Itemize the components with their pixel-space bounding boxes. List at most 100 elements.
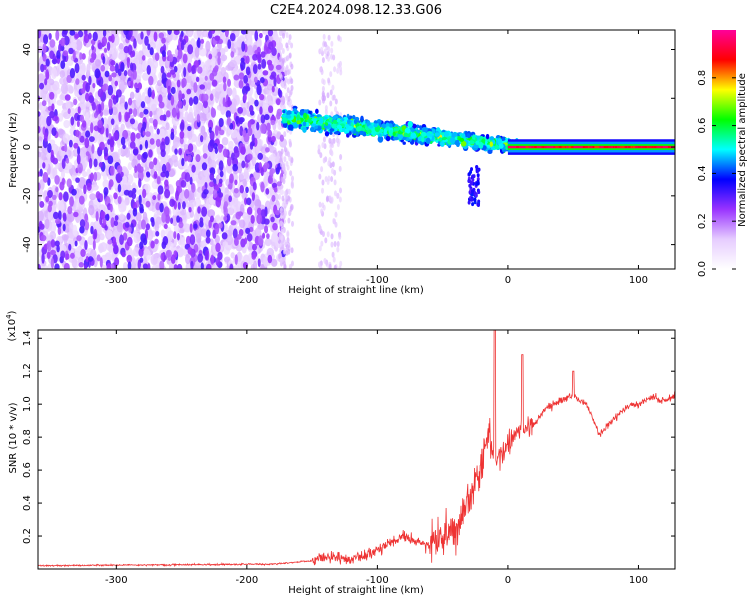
- noise-cell: [128, 153, 134, 162]
- signal-cell: [314, 125, 318, 129]
- noise-blob: [209, 172, 215, 181]
- noise-cell: [195, 101, 203, 113]
- noise-blob: [93, 228, 98, 240]
- noise-blob: [124, 101, 128, 110]
- noise-blob: [243, 93, 247, 102]
- signal-cell: [331, 123, 337, 129]
- noise-blob: [62, 223, 66, 232]
- noise-blob: [113, 192, 118, 200]
- noise-stripe-cell: [278, 72, 282, 79]
- noise-blob: [186, 154, 192, 162]
- noise-cell: [176, 198, 183, 205]
- noise-blob: [90, 225, 94, 235]
- noise-blob: [158, 94, 163, 104]
- signal-cell: [348, 125, 353, 131]
- noise-blob: [139, 207, 145, 214]
- noise-cell: [198, 112, 207, 122]
- noise-blob: [214, 125, 219, 137]
- noise-blob: [60, 37, 66, 47]
- noise-blob: [46, 242, 52, 252]
- noise-stripe-cell: [326, 231, 330, 238]
- noise-blob: [252, 64, 258, 74]
- noise-stripe-cell: [327, 55, 331, 62]
- noise-stripe-cell: [289, 170, 293, 177]
- signal-cell: [336, 124, 342, 130]
- noise-blob: [221, 232, 228, 240]
- noise-blob: [38, 226, 41, 234]
- signal-cell: [425, 137, 431, 144]
- noise-stripe-cell: [336, 193, 340, 200]
- noise-blob: [145, 171, 150, 177]
- noise-blob: [122, 144, 126, 150]
- noise-blob: [270, 119, 276, 126]
- noise-blob: [83, 264, 88, 269]
- noise-cell: [236, 251, 242, 263]
- noise-cell: [214, 234, 220, 244]
- noise-cell: [133, 171, 140, 179]
- noise-blob: [40, 234, 47, 242]
- noise-blob: [177, 100, 183, 109]
- noise-stripe-cell: [280, 79, 284, 86]
- noise-blob: [157, 185, 164, 195]
- noise-stripe-cell: [323, 48, 327, 55]
- noise-stripe-cell: [327, 34, 331, 41]
- noise-cell: [103, 117, 108, 128]
- noise-blob: [200, 38, 205, 44]
- noise-blob: [45, 58, 50, 67]
- noise-stripe-cell: [337, 34, 341, 41]
- noise-stripe-cell: [330, 47, 334, 54]
- strong-line-cell: [582, 146, 586, 149]
- signal-tail-cell: [476, 181, 480, 186]
- noise-blob: [233, 149, 240, 158]
- noise-blob: [127, 44, 133, 55]
- noise-blob: [93, 171, 98, 182]
- noise-cell: [102, 172, 107, 182]
- noise-stripe-cell: [330, 40, 334, 47]
- noise-cell: [39, 104, 47, 112]
- noise-stripe-cell: [328, 263, 332, 269]
- noise-cell: [230, 98, 237, 108]
- noise-blob: [179, 130, 185, 139]
- noise-blob: [129, 118, 136, 125]
- noise-blob: [166, 249, 172, 258]
- noise-cell: [116, 223, 123, 233]
- noise-blob: [74, 240, 78, 247]
- noise-cell: [227, 207, 235, 216]
- strong-line-cell: [589, 146, 593, 149]
- noise-blob: [173, 30, 180, 36]
- noise-stripe-cell: [320, 166, 324, 173]
- noise-cell: [190, 38, 196, 46]
- noise-cell: [116, 138, 122, 149]
- noise-blob: [208, 53, 213, 60]
- noise-blob: [175, 190, 179, 201]
- noise-stripe-cell: [321, 78, 325, 85]
- noise-stripe-cell: [333, 66, 337, 73]
- noise-blob: [112, 95, 118, 105]
- noise-blob: [269, 168, 276, 175]
- noise-blob: [64, 94, 71, 101]
- noise-cell: [266, 247, 275, 257]
- noise-blob: [218, 178, 223, 184]
- signal-cell: [453, 131, 457, 137]
- noise-blob: [95, 211, 99, 222]
- noise-blob: [227, 39, 232, 50]
- signal-cell: [489, 141, 494, 147]
- signal-cell: [472, 134, 476, 141]
- noise-blob: [257, 55, 262, 64]
- noise-blob: [234, 237, 239, 246]
- noise-stripe-cell: [283, 156, 287, 163]
- noise-cell: [146, 229, 154, 241]
- noise-blob: [185, 235, 191, 246]
- noise-blob: [107, 84, 114, 96]
- noise-stripe-cell: [334, 221, 338, 228]
- signal-cell: [311, 117, 318, 122]
- noise-cell: [93, 257, 98, 268]
- noise-blob: [81, 53, 86, 60]
- noise-stripe-cell: [290, 78, 294, 85]
- noise-blob: [170, 95, 175, 106]
- noise-cell: [279, 189, 284, 196]
- noise-blob: [78, 262, 84, 268]
- noise-blob: [238, 117, 244, 125]
- noise-cell: [185, 75, 192, 84]
